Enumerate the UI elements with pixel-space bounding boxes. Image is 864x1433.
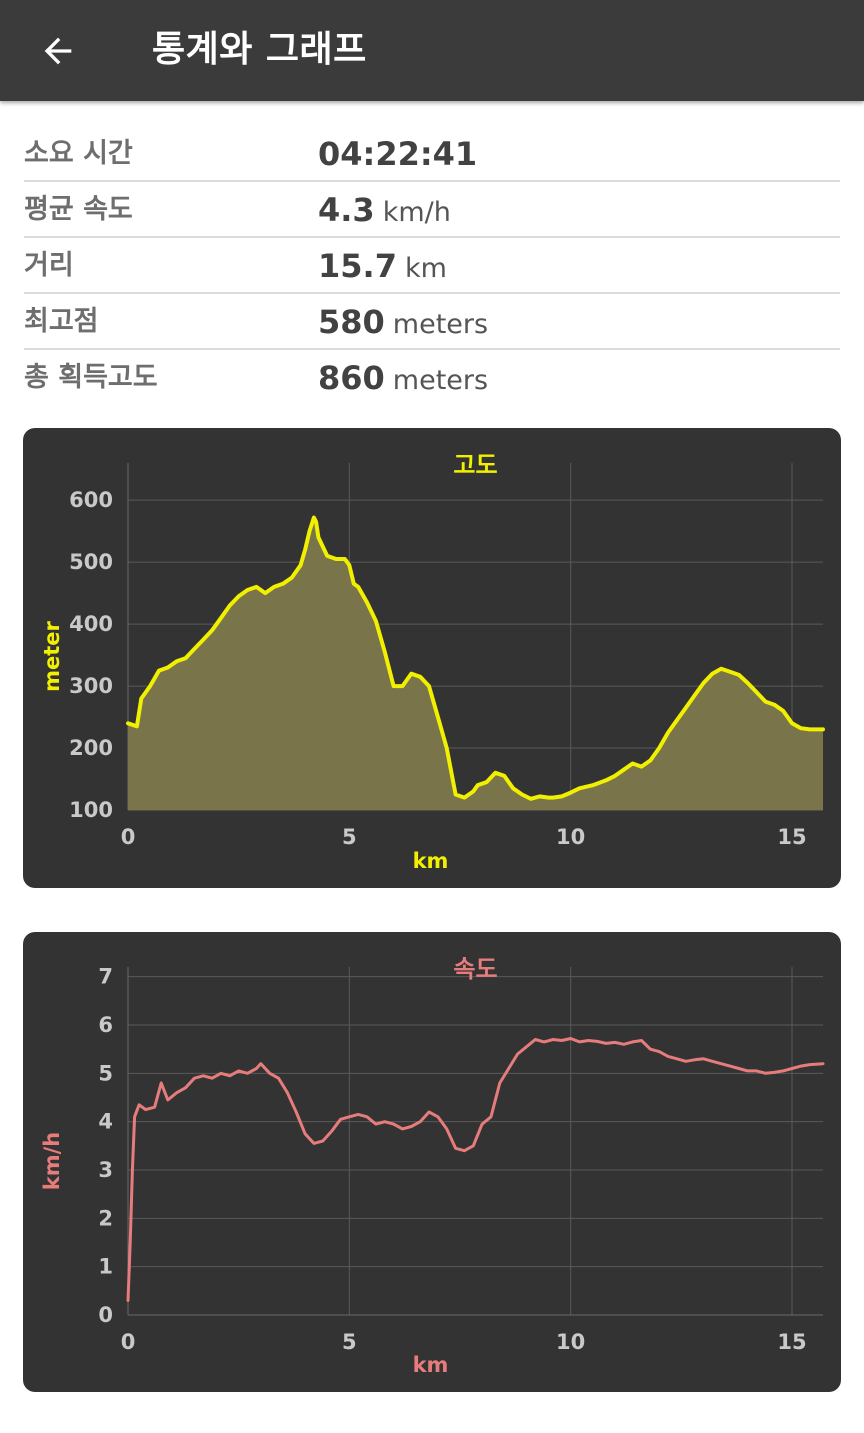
speed-chart-card: 속도 0 1 2 3 4 5 6 7 0 5 10 15 km km/h — [23, 932, 841, 1392]
y-tick-label: 0 — [98, 1303, 113, 1327]
x-tick-label: 10 — [556, 1330, 585, 1354]
stat-number: 580 — [318, 303, 385, 341]
x-tick-label: 0 — [121, 1330, 136, 1354]
y-tick-label: 400 — [69, 612, 113, 636]
y-tick-label: 200 — [69, 736, 113, 760]
stat-number: 4.3 — [318, 191, 375, 229]
speed-chart: 속도 0 1 2 3 4 5 6 7 0 5 10 15 km km/h — [40, 955, 825, 1377]
app-bar: 통계와 그래프 — [0, 0, 864, 101]
stat-value: 15.7 km — [318, 244, 447, 294]
stat-row-avg-speed: 평균 속도 4.3 km/h — [24, 182, 840, 238]
stat-label: 최고점 — [24, 306, 99, 337]
stat-value: 860 meters — [318, 356, 488, 406]
stat-row-distance: 거리 15.7 km — [24, 238, 840, 294]
y-tick-label: 300 — [69, 674, 113, 698]
x-tick-label: 0 — [121, 825, 136, 849]
x-axis-label: km — [413, 1353, 449, 1377]
y-axis-label: km/h — [40, 1132, 64, 1190]
y-tick-label: 4 — [98, 1110, 113, 1134]
y-tick-label: 5 — [98, 1061, 113, 1085]
x-tick-label: 5 — [342, 825, 357, 849]
stat-row-duration: 소요 시간 04:22:41 — [24, 126, 840, 182]
elevation-series-line — [126, 515, 825, 801]
x-tick-label: 15 — [777, 825, 806, 849]
y-tick-label: 6 — [98, 1013, 113, 1037]
y-tick-label: 7 — [98, 965, 113, 989]
stat-row-total-ascent: 총 획득고도 860 meters — [24, 350, 840, 406]
stat-unit: meters — [392, 309, 489, 340]
y-tick-label: 1 — [98, 1255, 113, 1279]
stat-unit: meters — [392, 365, 489, 396]
stat-number: 15.7 — [318, 247, 397, 285]
stat-row-highest-point: 최고점 580 meters — [24, 294, 840, 350]
stat-unit: km — [404, 253, 447, 284]
stats-table: 소요 시간 04:22:41 평균 속도 4.3 km/h 거리 15.7 km 최… — [24, 126, 840, 406]
elevation-chart-card: 고도 100 200 300 400 500 600 0 5 10 15 km meter — [23, 428, 841, 888]
x-axis-label: km — [413, 849, 449, 873]
elevation-area-fill — [128, 517, 823, 810]
page-title: 통계와 그래프 — [152, 29, 367, 70]
stat-label: 총 획득고도 — [24, 362, 158, 393]
stat-number: 04:22:41 — [318, 135, 478, 173]
x-tick-label: 10 — [556, 825, 585, 849]
arrow-left-icon — [44, 37, 72, 65]
stat-label: 평균 속도 — [24, 194, 133, 225]
stat-value: 580 meters — [318, 300, 488, 350]
x-tick-label: 5 — [342, 1330, 357, 1354]
y-tick-label: 3 — [98, 1158, 113, 1182]
y-tick-label: 500 — [69, 550, 113, 574]
stat-number: 860 — [318, 359, 385, 397]
stat-label: 소요 시간 — [24, 138, 133, 169]
stat-value: 4.3 km/h — [318, 188, 451, 238]
y-axis-label: meter — [40, 620, 64, 691]
x-tick-label: 15 — [777, 1330, 806, 1354]
y-tick-label: 600 — [69, 488, 113, 512]
elevation-chart: 고도 100 200 300 400 500 600 0 5 10 15 km meter — [40, 451, 825, 873]
back-button[interactable] — [26, 22, 90, 80]
chart-title: 고도 — [453, 451, 497, 479]
stat-label: 거리 — [24, 250, 74, 281]
y-tick-label: 100 — [69, 798, 113, 822]
y-tick-label: 2 — [98, 1206, 113, 1230]
stat-value: 04:22:41 — [318, 132, 477, 182]
chart-title: 속도 — [453, 955, 497, 983]
stat-unit: km/h — [382, 197, 451, 228]
speed-series-line — [126, 1037, 825, 1302]
